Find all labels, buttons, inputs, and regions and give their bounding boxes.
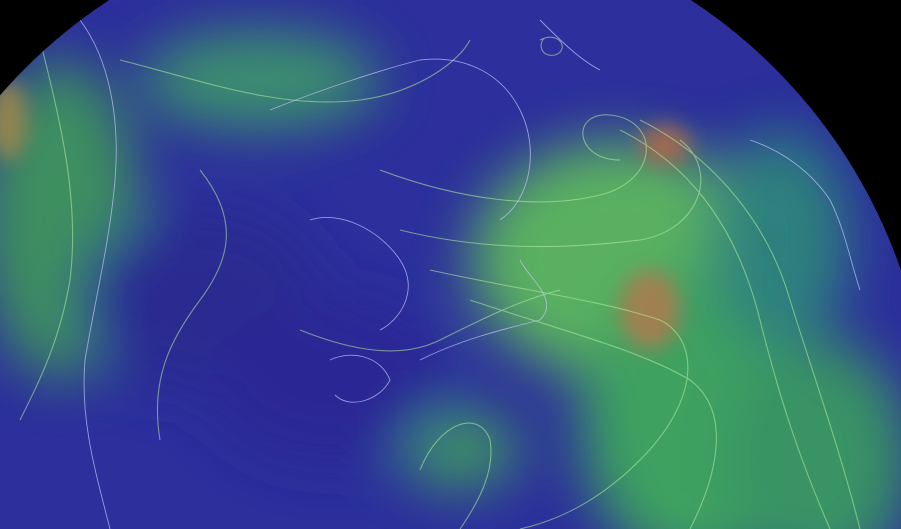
streamline [119, 39, 471, 103]
streamline [156, 169, 227, 441]
jet-region [140, 30, 380, 130]
coastline [329, 354, 391, 403]
wind-speed-field [0, 30, 901, 529]
streamline [619, 129, 831, 529]
streamline [539, 36, 563, 56]
streamline [19, 39, 74, 421]
strong-wind-core [620, 270, 680, 350]
streamlines [19, 36, 861, 529]
streamline [299, 289, 561, 352]
jet-region [400, 410, 520, 490]
coastline [419, 259, 548, 361]
streamline [399, 139, 702, 248]
coastline [309, 216, 409, 331]
strong-wind-core [640, 125, 690, 165]
coastline [79, 19, 117, 529]
strong-wind [0, 80, 690, 350]
jet-region [730, 340, 901, 529]
jet-region [710, 130, 850, 350]
streamline [419, 422, 492, 529]
streamline [469, 299, 717, 529]
coastline [749, 139, 861, 291]
streamline [379, 114, 647, 203]
coastlines [79, 19, 861, 529]
streamline [429, 269, 689, 529]
strong-wind-core [0, 80, 28, 160]
streamline [639, 119, 861, 529]
calm-region [210, 300, 450, 460]
coastline [269, 58, 531, 221]
coastline [539, 19, 601, 71]
